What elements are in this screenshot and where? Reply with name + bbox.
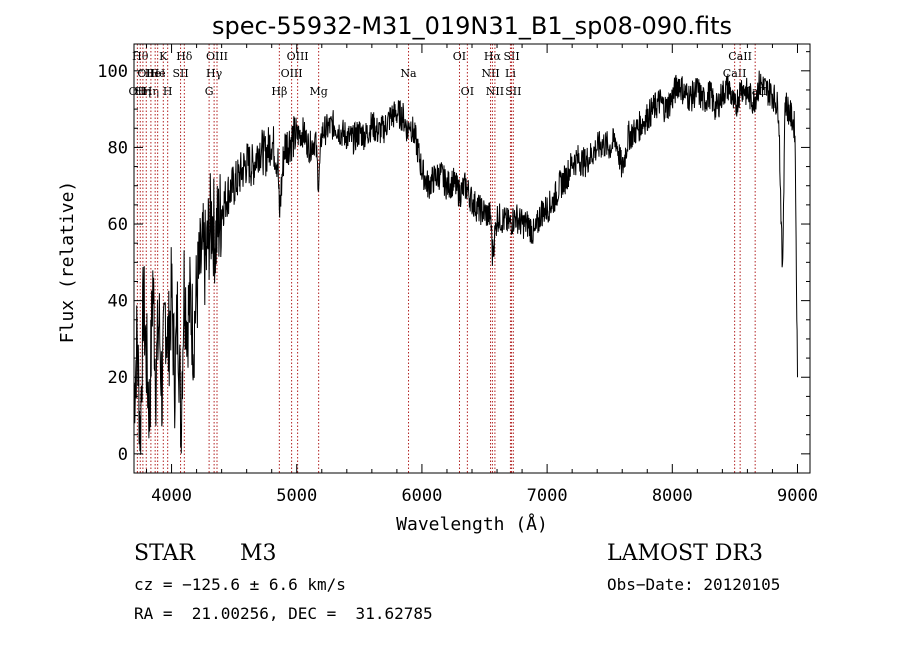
plot-frame [133,43,811,474]
line-label-19: OI [453,50,466,63]
line-label-12: Hγ [206,67,223,80]
line-label-17: Mg [309,85,327,98]
redshift-velocity: cz = −125.6 ± 6.6 km/s [134,575,346,594]
line-label-10: Hδ [176,50,193,63]
line-label-15: OIII [281,67,303,80]
y-axis: 0 20 40 60 80 100 [97,51,810,465]
line-label-14: Hβ [271,85,287,98]
line-label-16: OIII [287,50,309,63]
x-tick-label: 7000 [527,486,568,506]
line-label-11: G [205,85,214,98]
x-tick-label: 8000 [652,486,693,506]
y-tick-label: 40 [108,292,128,312]
x-tick-label: 6000 [401,486,442,506]
y-axis-label: Flux (relative) [57,181,78,344]
line-label-28: CaII [728,50,752,63]
line-label-4: Hη [143,85,159,98]
y-tick-label: 20 [108,368,128,388]
x-tick-label: 5000 [276,486,317,506]
flux-series-line [133,70,798,455]
y-tick-label: 100 [97,62,128,82]
x-tick-label: 9000 [777,486,818,506]
survey-name: LAMOST DR3 [607,541,763,566]
line-label-0: Hθ [132,50,149,63]
line-label-2: Hη [135,85,151,98]
line-label-18: Na [400,67,417,80]
chart-title: spec-55932-M31_019N31_B1_sp08-090.fits [212,12,732,40]
line-label-6: He [150,67,166,80]
line-label-24: Li [505,67,516,80]
line-label-21: NII [481,67,499,80]
line-label-9: SII [172,67,188,80]
x-tick-label: 4000 [151,486,192,506]
line-label-8: H [163,85,173,98]
coordinates: RA = 21.00256, DEC = 31.62785 [134,604,433,623]
line-label-26: SII [505,85,521,98]
x-axis: 4000 5000 6000 7000 8000 9000 [146,44,818,506]
object-class: STAR [134,541,195,566]
y-tick-label: 80 [108,138,128,158]
observation-date: Obs−Date: 20120105 [607,575,781,594]
line-label-20: OI [461,85,474,98]
line-label-23: NII [486,85,504,98]
y-tick-label: 0 [118,445,128,465]
line-label-22: Hα [484,50,502,63]
line-label-13: OIII [206,50,228,63]
line-label-5: HeI [145,67,165,80]
x-axis-label: Wavelength (Å) [396,513,548,535]
line-label-7: K [159,50,168,63]
y-tick-label: 60 [108,215,128,235]
line-label-25: SII [503,50,519,63]
object-subclass: M3 [240,541,277,566]
line-label-1: OII [129,85,147,98]
emission-line-markers: HθOIIHηOIIHηHeIHeKHSIIHδGHγOIIIHβOIIIOII… [129,44,767,473]
